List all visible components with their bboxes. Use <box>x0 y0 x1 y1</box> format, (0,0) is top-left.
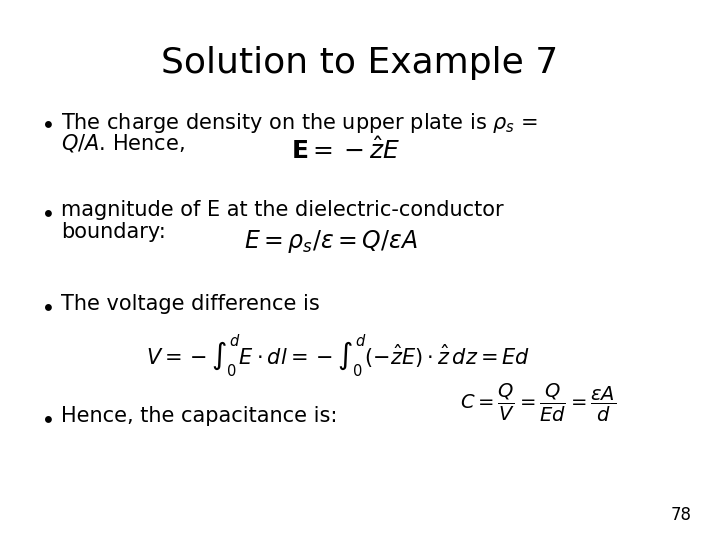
Text: $V = -\int_0^d E \cdot dl = -\int_0^d \left(-\hat{z}E\right)\cdot \hat{z}\,dz = : $V = -\int_0^d E \cdot dl = -\int_0^d \l… <box>146 332 531 379</box>
Text: $\bullet$: $\bullet$ <box>40 294 53 318</box>
Text: The charge density on the upper plate is $\rho_s$ =: The charge density on the upper plate is… <box>61 111 539 134</box>
Text: The voltage difference is: The voltage difference is <box>61 294 320 314</box>
Text: $E = \rho_s / \varepsilon = Q / \varepsilon A$: $E = \rho_s / \varepsilon = Q / \varepsi… <box>244 228 418 255</box>
Text: boundary:: boundary: <box>61 222 166 242</box>
Text: magnitude of E at the dielectric-conductor: magnitude of E at the dielectric-conduct… <box>61 200 504 220</box>
Text: $\bullet$: $\bullet$ <box>40 200 53 224</box>
Text: 78: 78 <box>670 506 691 524</box>
Text: $\bullet$: $\bullet$ <box>40 111 53 134</box>
Text: $Q/A$. Hence,: $Q/A$. Hence, <box>61 132 185 154</box>
Text: $C = \dfrac{Q}{V} = \dfrac{Q}{Ed} = \dfrac{\varepsilon A}{d}$: $C = \dfrac{Q}{V} = \dfrac{Q}{Ed} = \dfr… <box>461 382 616 424</box>
Text: $\mathbf{E} = -\hat{z}E$: $\mathbf{E} = -\hat{z}E$ <box>291 138 400 164</box>
Text: Solution to Example 7: Solution to Example 7 <box>161 46 559 80</box>
Text: Hence, the capacitance is:: Hence, the capacitance is: <box>61 406 338 426</box>
Text: $\bullet$: $\bullet$ <box>40 406 53 430</box>
